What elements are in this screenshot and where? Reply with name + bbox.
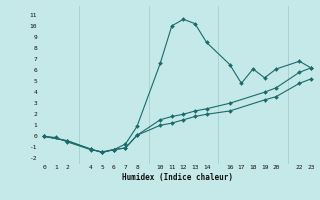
X-axis label: Humidex (Indice chaleur): Humidex (Indice chaleur) (122, 173, 233, 182)
